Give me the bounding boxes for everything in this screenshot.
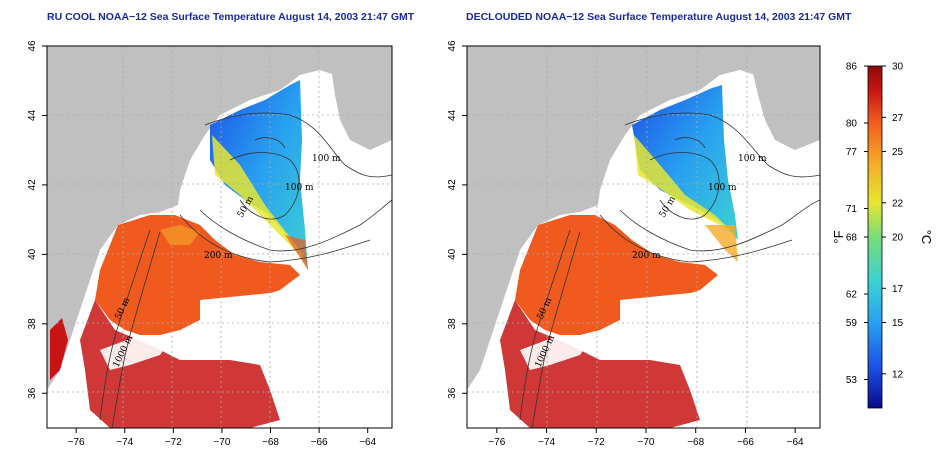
celsius-tick-label: 25 bbox=[892, 147, 904, 158]
y-tick-label: 38 bbox=[447, 318, 458, 330]
x-tick-label: −66 bbox=[311, 437, 328, 448]
x-tick-label: −72 bbox=[588, 437, 605, 448]
celsius-tick-label: 20 bbox=[892, 233, 904, 244]
cold-water-region bbox=[632, 85, 738, 240]
left-map-panel: 100 m 100 m 50 m 200 m 50 m 1000 m −76 −7… bbox=[27, 40, 393, 448]
fahrenheit-tick-label: 71 bbox=[846, 204, 858, 215]
celsius-tick-label: 12 bbox=[892, 369, 904, 380]
x-tick-label: −64 bbox=[359, 437, 376, 448]
colorbar: 86 80 77 71 68 62 59 53 30 27 25 22 20 17 15 12 °F °C bbox=[831, 62, 934, 409]
x-tick-label: −74 bbox=[538, 437, 555, 448]
contour-label: 100 m bbox=[708, 183, 737, 193]
land-mass bbox=[467, 46, 820, 390]
y-tick-label: 36 bbox=[447, 387, 458, 399]
fahrenheit-tick-label: 80 bbox=[846, 119, 858, 130]
contour-label: 100 m bbox=[285, 183, 314, 193]
celsius-tick-label: 17 bbox=[892, 284, 904, 295]
y-tick-label: 46 bbox=[447, 40, 458, 52]
left-map-content: 100 m 100 m 50 m 200 m 50 m 1000 m bbox=[47, 46, 392, 428]
fahrenheit-tick-label: 68 bbox=[846, 233, 858, 244]
right-map-content: 100 m 100 m 50 m 200 m 50 m 1000 m bbox=[467, 46, 820, 428]
x-tick-label: −68 bbox=[687, 437, 704, 448]
right-plot-frame bbox=[466, 45, 821, 429]
right-map-title: DECLOUDED NOAA−12 Sea Surface Temperatur… bbox=[466, 11, 852, 23]
left-plot-frame bbox=[46, 45, 393, 429]
fahrenheit-tick-label: 86 bbox=[846, 62, 858, 73]
y-tick-label: 36 bbox=[27, 387, 38, 399]
x-tick-label: −68 bbox=[262, 437, 279, 448]
lat-lon-grid bbox=[47, 46, 392, 428]
left-axes: −76 −74 −72 −70 −68 −66 −64 46 44 42 40 38 36 bbox=[27, 40, 377, 448]
fahrenheit-unit-label: °F bbox=[831, 230, 846, 243]
celsius-tick-label: 27 bbox=[892, 113, 904, 124]
fahrenheit-tick-label: 59 bbox=[846, 318, 858, 329]
y-tick-label: 38 bbox=[27, 318, 38, 330]
bathymetry-contours bbox=[99, 112, 392, 428]
x-tick-label: −70 bbox=[638, 437, 655, 448]
celsius-unit-label: °C bbox=[919, 230, 934, 245]
fahrenheit-scale: 86 80 77 71 68 62 59 53 bbox=[846, 62, 868, 386]
fahrenheit-tick-label: 53 bbox=[846, 375, 858, 386]
x-tick-label: −66 bbox=[737, 437, 754, 448]
x-tick-label: −74 bbox=[116, 437, 133, 448]
warm-water-region bbox=[515, 215, 718, 335]
left-map-title: RU COOL NOAA−12 Sea Surface Temperature … bbox=[47, 11, 415, 23]
y-tick-label: 40 bbox=[447, 248, 458, 260]
y-tick-label: 44 bbox=[447, 109, 458, 121]
x-tick-label: −70 bbox=[213, 437, 230, 448]
contour-label: 200 m bbox=[204, 251, 233, 261]
fahrenheit-tick-label: 62 bbox=[846, 290, 858, 301]
celsius-tick-label: 30 bbox=[892, 62, 904, 73]
cold-water-region bbox=[210, 80, 308, 270]
x-tick-label: −76 bbox=[68, 437, 85, 448]
celsius-scale: 30 27 25 22 20 17 15 12 bbox=[882, 62, 904, 380]
land-mass bbox=[47, 46, 392, 390]
x-tick-label: −64 bbox=[787, 437, 804, 448]
right-axes: −76 −74 −72 −70 −68 −66 −64 46 44 42 40 38 36 bbox=[447, 40, 804, 448]
bathymetry-contours bbox=[519, 112, 820, 428]
colorbar-gradient bbox=[867, 65, 883, 409]
y-tick-label: 40 bbox=[27, 248, 38, 260]
right-map-panel: 100 m 100 m 50 m 200 m 50 m 1000 m −76 −7… bbox=[447, 40, 821, 448]
y-tick-label: 46 bbox=[27, 40, 38, 52]
x-tick-label: −76 bbox=[488, 437, 505, 448]
x-tick-label: −72 bbox=[165, 437, 182, 448]
contour-label: 200 m bbox=[632, 251, 661, 261]
celsius-tick-label: 15 bbox=[892, 318, 904, 329]
y-tick-label: 42 bbox=[447, 179, 458, 191]
fahrenheit-tick-label: 77 bbox=[846, 147, 858, 158]
contour-label: 100 m bbox=[312, 154, 341, 164]
lat-lon-grid bbox=[467, 46, 820, 428]
y-tick-label: 44 bbox=[27, 109, 38, 121]
celsius-tick-label: 22 bbox=[892, 198, 904, 209]
contour-label: 100 m bbox=[738, 154, 767, 164]
y-tick-label: 42 bbox=[27, 179, 38, 191]
warm-water-region bbox=[95, 215, 300, 335]
